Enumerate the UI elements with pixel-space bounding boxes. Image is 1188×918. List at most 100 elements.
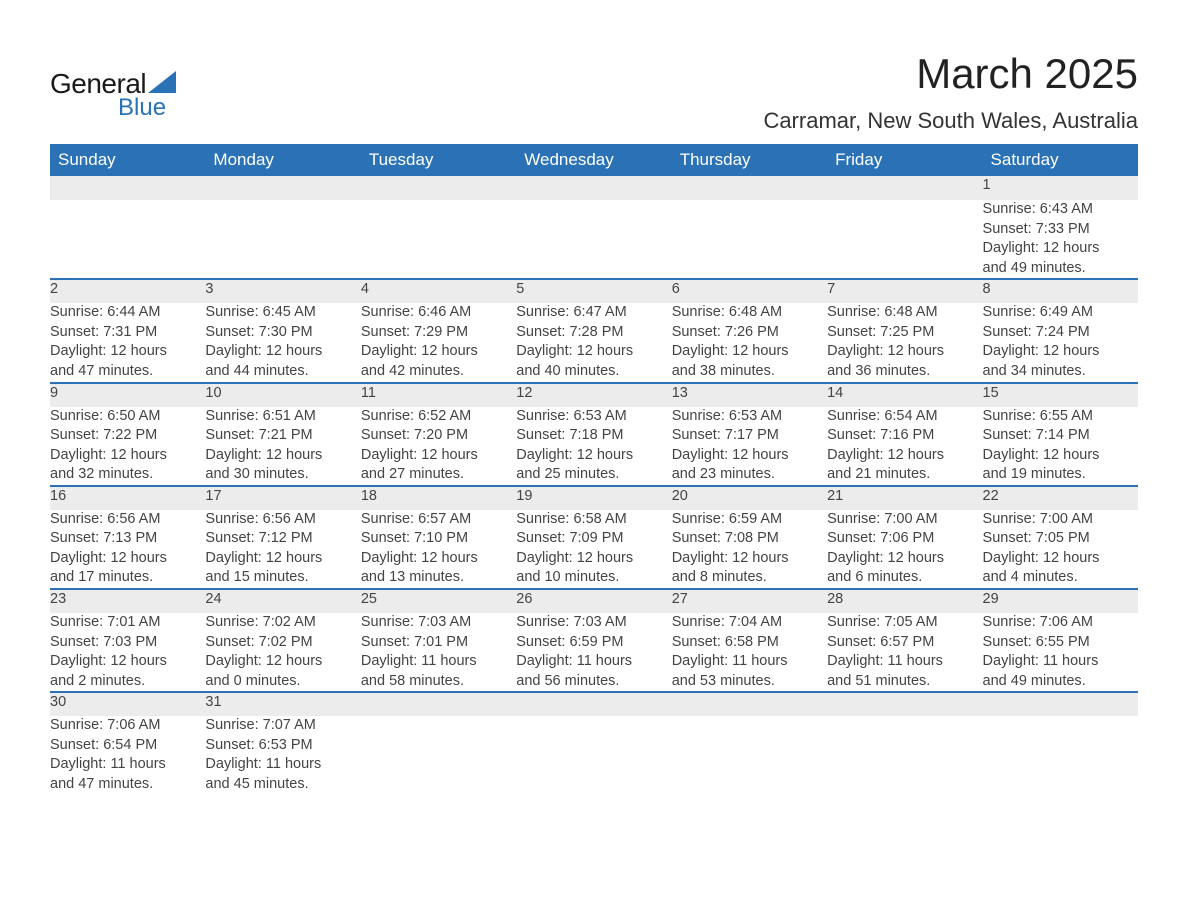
sunset-line: Sunset: 7:25 PM	[827, 323, 982, 343]
day-detail: Sunrise: 7:00 AMSunset: 7:06 PMDaylight:…	[827, 510, 982, 589]
sunrise-line: Sunrise: 6:46 AM	[361, 303, 516, 323]
sunset-line: Sunset: 7:22 PM	[50, 426, 205, 446]
day-detail: Sunrise: 7:03 AMSunset: 7:01 PMDaylight:…	[361, 613, 516, 692]
sunset-line: Sunset: 7:24 PM	[983, 323, 1138, 343]
daylight-line-2: and 8 minutes.	[672, 568, 827, 588]
day-detail: Sunrise: 7:02 AMSunset: 7:02 PMDaylight:…	[205, 613, 360, 692]
sunset-line: Sunset: 7:30 PM	[205, 323, 360, 343]
day-detail: Sunrise: 6:53 AMSunset: 7:18 PMDaylight:…	[516, 407, 671, 486]
day-detail	[516, 716, 671, 794]
daylight-line-1: Daylight: 12 hours	[50, 652, 205, 672]
day-number	[50, 176, 205, 200]
day-number: 4	[361, 279, 516, 303]
sunset-line: Sunset: 6:59 PM	[516, 633, 671, 653]
day-number: 7	[827, 279, 982, 303]
day-detail: Sunrise: 6:45 AMSunset: 7:30 PMDaylight:…	[205, 303, 360, 382]
daylight-line-1: Daylight: 11 hours	[983, 652, 1138, 672]
sunrise-line: Sunrise: 7:00 AM	[827, 510, 982, 530]
sunrise-line: Sunrise: 6:47 AM	[516, 303, 671, 323]
day-detail	[516, 200, 671, 279]
day-number: 30	[50, 692, 205, 716]
daylight-line-1: Daylight: 12 hours	[983, 549, 1138, 569]
day-number: 18	[361, 486, 516, 510]
weekday-header: Wednesday	[516, 144, 671, 176]
day-detail: Sunrise: 7:00 AMSunset: 7:05 PMDaylight:…	[983, 510, 1138, 589]
daylight-line-1: Daylight: 12 hours	[516, 549, 671, 569]
day-detail: Sunrise: 6:52 AMSunset: 7:20 PMDaylight:…	[361, 407, 516, 486]
day-number	[827, 692, 982, 716]
sunrise-line: Sunrise: 7:07 AM	[205, 716, 360, 736]
daylight-line-2: and 2 minutes.	[50, 672, 205, 692]
day-detail: Sunrise: 7:01 AMSunset: 7:03 PMDaylight:…	[50, 613, 205, 692]
daylight-line-1: Daylight: 12 hours	[983, 446, 1138, 466]
day-detail: Sunrise: 6:46 AMSunset: 7:29 PMDaylight:…	[361, 303, 516, 382]
daylight-line-2: and 53 minutes.	[672, 672, 827, 692]
day-number-row: 23242526272829	[50, 589, 1138, 613]
daylight-line-2: and 13 minutes.	[361, 568, 516, 588]
sunset-line: Sunset: 7:12 PM	[205, 529, 360, 549]
daylight-line-2: and 42 minutes.	[361, 362, 516, 382]
daylight-line-2: and 51 minutes.	[827, 672, 982, 692]
day-detail	[205, 200, 360, 279]
daylight-line-1: Daylight: 11 hours	[361, 652, 516, 672]
day-number: 15	[983, 383, 1138, 407]
day-number: 27	[672, 589, 827, 613]
location: Carramar, New South Wales, Australia	[763, 108, 1138, 134]
daylight-line-2: and 30 minutes.	[205, 465, 360, 485]
header: General Blue March 2025 Carramar, New So…	[50, 50, 1138, 134]
day-number: 8	[983, 279, 1138, 303]
day-number: 29	[983, 589, 1138, 613]
daylight-line-1: Daylight: 11 hours	[827, 652, 982, 672]
sunset-line: Sunset: 7:33 PM	[983, 220, 1138, 240]
day-detail: Sunrise: 6:55 AMSunset: 7:14 PMDaylight:…	[983, 407, 1138, 486]
daylight-line-2: and 40 minutes.	[516, 362, 671, 382]
daylight-line-2: and 49 minutes.	[983, 259, 1138, 279]
sunrise-line: Sunrise: 6:44 AM	[50, 303, 205, 323]
day-detail	[827, 716, 982, 794]
day-number	[205, 176, 360, 200]
daylight-line-1: Daylight: 11 hours	[50, 755, 205, 775]
sunset-line: Sunset: 7:20 PM	[361, 426, 516, 446]
day-number: 31	[205, 692, 360, 716]
day-number: 24	[205, 589, 360, 613]
day-number	[516, 692, 671, 716]
daylight-line-2: and 15 minutes.	[205, 568, 360, 588]
daylight-line-1: Daylight: 12 hours	[672, 342, 827, 362]
weekday-header-row: SundayMondayTuesdayWednesdayThursdayFrid…	[50, 144, 1138, 176]
day-detail: Sunrise: 7:06 AMSunset: 6:55 PMDaylight:…	[983, 613, 1138, 692]
sunrise-line: Sunrise: 6:45 AM	[205, 303, 360, 323]
daylight-line-2: and 36 minutes.	[827, 362, 982, 382]
logo-triangle-icon	[148, 71, 176, 93]
day-detail: Sunrise: 7:07 AMSunset: 6:53 PMDaylight:…	[205, 716, 360, 794]
daylight-line-1: Daylight: 12 hours	[50, 446, 205, 466]
daylight-line-2: and 49 minutes.	[983, 672, 1138, 692]
daylight-line-1: Daylight: 12 hours	[50, 342, 205, 362]
day-detail-row: Sunrise: 7:01 AMSunset: 7:03 PMDaylight:…	[50, 613, 1138, 692]
sunrise-line: Sunrise: 6:51 AM	[205, 407, 360, 427]
daylight-line-1: Daylight: 12 hours	[827, 549, 982, 569]
day-detail: Sunrise: 6:56 AMSunset: 7:13 PMDaylight:…	[50, 510, 205, 589]
day-number	[827, 176, 982, 200]
day-number: 5	[516, 279, 671, 303]
daylight-line-1: Daylight: 12 hours	[827, 342, 982, 362]
sunrise-line: Sunrise: 7:06 AM	[983, 613, 1138, 633]
day-detail: Sunrise: 7:06 AMSunset: 6:54 PMDaylight:…	[50, 716, 205, 794]
page-title: March 2025	[763, 50, 1138, 98]
daylight-line-1: Daylight: 12 hours	[827, 446, 982, 466]
day-number: 1	[983, 176, 1138, 200]
sunrise-line: Sunrise: 6:53 AM	[516, 407, 671, 427]
sunrise-line: Sunrise: 6:48 AM	[672, 303, 827, 323]
day-detail-row: Sunrise: 6:44 AMSunset: 7:31 PMDaylight:…	[50, 303, 1138, 382]
sunrise-line: Sunrise: 7:03 AM	[516, 613, 671, 633]
logo: General Blue	[50, 50, 176, 122]
sunrise-line: Sunrise: 7:06 AM	[50, 716, 205, 736]
daylight-line-2: and 25 minutes.	[516, 465, 671, 485]
day-detail	[361, 716, 516, 794]
day-detail: Sunrise: 7:03 AMSunset: 6:59 PMDaylight:…	[516, 613, 671, 692]
daylight-line-2: and 17 minutes.	[50, 568, 205, 588]
day-number-row: 1	[50, 176, 1138, 200]
day-detail: Sunrise: 6:49 AMSunset: 7:24 PMDaylight:…	[983, 303, 1138, 382]
sunset-line: Sunset: 7:10 PM	[361, 529, 516, 549]
daylight-line-1: Daylight: 12 hours	[672, 446, 827, 466]
daylight-line-1: Daylight: 12 hours	[205, 342, 360, 362]
